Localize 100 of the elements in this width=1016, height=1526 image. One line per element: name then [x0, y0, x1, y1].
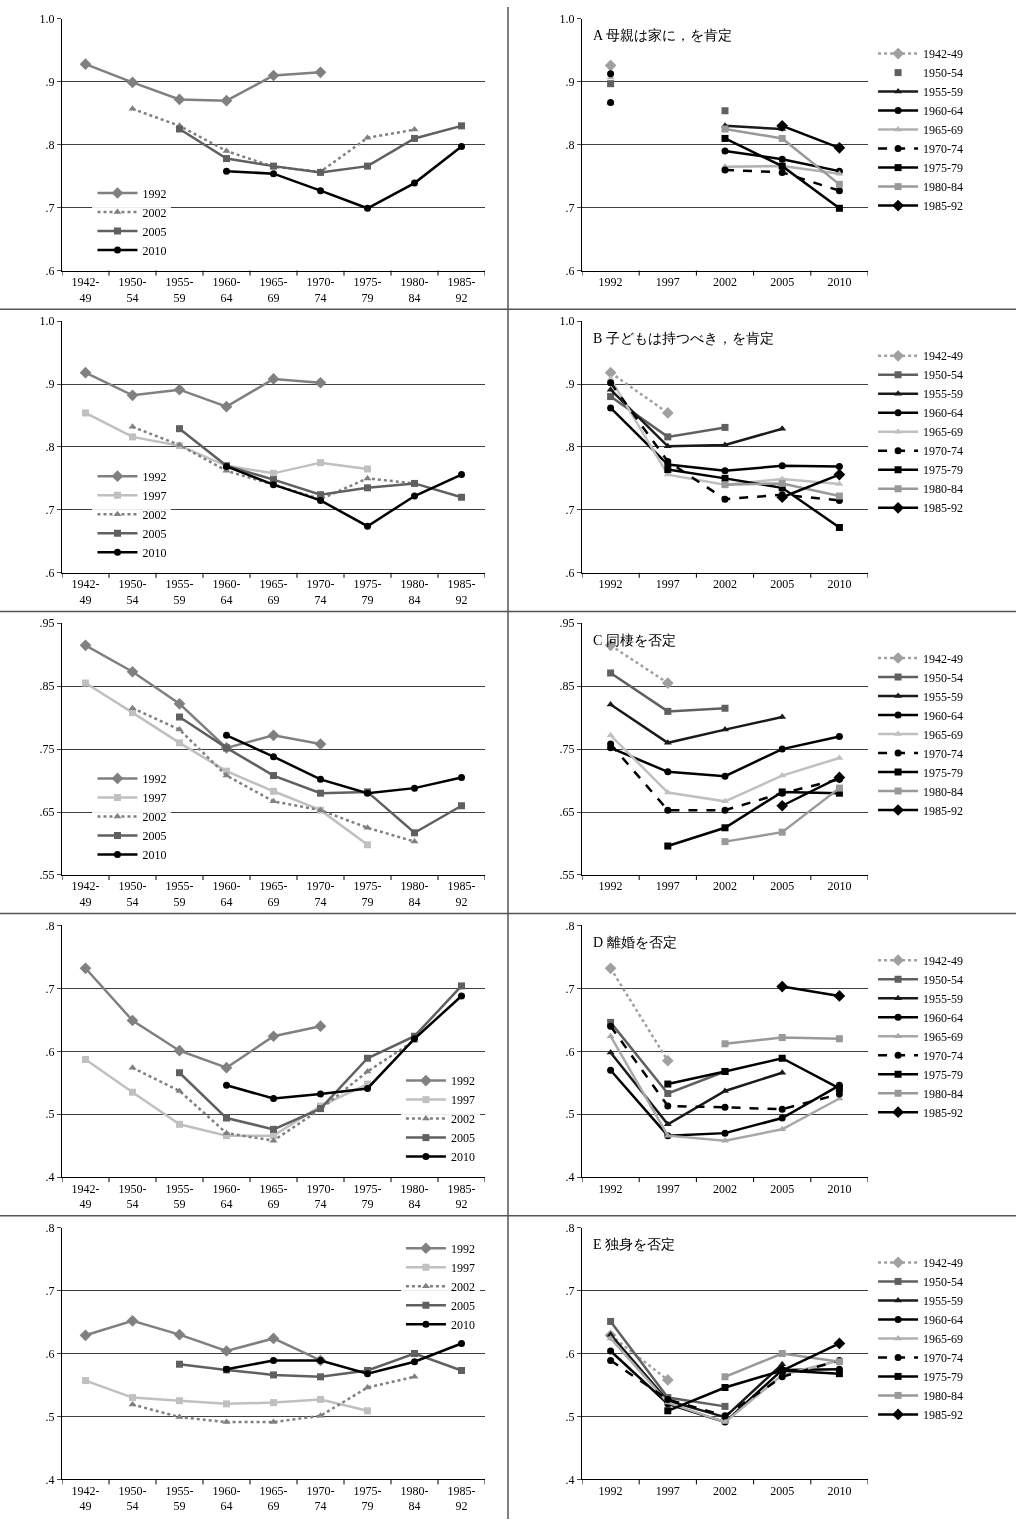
y-tick-label: .7	[45, 503, 55, 518]
y-tick-label: .7	[565, 1283, 575, 1298]
legend-label: 1997	[450, 1260, 475, 1275]
x-tick-label: 2002	[713, 577, 737, 592]
x-tick-label: 1985-92	[447, 1483, 476, 1514]
y-tick-label: .8	[45, 1220, 55, 1235]
y-tick-label: .65	[559, 805, 575, 820]
x-tick-label: 1997	[655, 879, 680, 894]
x-tick-label: 1980-84	[400, 879, 429, 909]
legend-label: 2010	[142, 243, 167, 258]
x-tick-label: 1997	[655, 1483, 680, 1498]
y-tick-label: .9	[565, 75, 575, 90]
x-tick-label: 1960-64	[212, 274, 241, 305]
legend-label: 2005	[142, 526, 167, 541]
x-tick-label: 1970-74	[306, 1181, 335, 1212]
legend-label: 1942-49	[923, 47, 964, 62]
x-tick-label: 1970-74	[306, 274, 335, 305]
y-tick-label: .5	[565, 1409, 575, 1424]
legend-label: 1985-92	[923, 1105, 964, 1120]
legend-label: 1975-79	[923, 463, 964, 478]
legend-label: 1997	[142, 488, 167, 503]
x-tick-label: 2005	[770, 1483, 795, 1498]
legend-label: 1960-64	[923, 104, 964, 119]
legend-label: 1965-69	[923, 1332, 964, 1347]
y-tick-label: .85	[39, 679, 55, 694]
x-tick-label: 2010	[827, 1181, 852, 1196]
x-tick-label: 1950-54	[118, 274, 147, 305]
y-tick-label: .8	[565, 137, 575, 152]
legend-label: 1970-74	[923, 746, 964, 761]
x-tick-label: 1955-59	[165, 1181, 194, 1212]
x-tick-label: 1960-64	[212, 1483, 241, 1514]
x-tick-label: 1965-69	[259, 274, 288, 305]
text: E 独身を否定	[593, 1237, 676, 1252]
x-tick-label: 1985-92	[447, 274, 476, 305]
legend-label: 2010	[142, 545, 167, 560]
x-tick-label: 2002	[713, 879, 737, 894]
legend-label: 1960-64	[923, 1313, 964, 1328]
y-tick-label: .9	[45, 75, 55, 90]
legend-label: 1992	[450, 1241, 475, 1256]
legend-label: 1965-69	[923, 425, 964, 440]
text: B 子どもは持つべき，を肯定	[593, 331, 774, 346]
y-tick-label: .7	[565, 503, 575, 518]
x-tick-label: 1955-59	[165, 577, 194, 607]
legend-label: 1942-49	[923, 651, 964, 666]
x-tick-label: 1955-59	[165, 1483, 194, 1514]
y-tick-label: .6	[565, 1044, 575, 1059]
x-tick-label: 1965-69	[259, 1181, 288, 1212]
x-tick-label: 2010	[827, 1483, 852, 1498]
x-tick-label: 1950-54	[118, 879, 147, 909]
x-tick-label: 1942-49	[71, 1483, 100, 1514]
y-tick-label: .6	[45, 565, 55, 580]
x-tick-label: 1955-59	[165, 879, 194, 909]
x-tick-label: 1980-84	[400, 1181, 429, 1212]
x-tick-label: 1975-79	[353, 1181, 382, 1212]
legend-label: 1985-92	[923, 199, 964, 214]
y-tick-label: .75	[39, 742, 55, 757]
legend-label: 1965-69	[923, 123, 964, 138]
x-tick-label: 1992	[598, 1181, 623, 1196]
x-tick-label: 1942-49	[71, 879, 100, 909]
x-tick-label: 1950-54	[118, 577, 147, 607]
legend-label: 1955-59	[923, 991, 964, 1006]
y-tick-label: .85	[559, 679, 575, 694]
legend-label: 1992	[450, 1074, 475, 1089]
legend-label: 1950-54	[923, 368, 964, 383]
y-tick-label: .6	[565, 263, 575, 278]
y-tick-label: .5	[45, 1107, 55, 1122]
y-tick-label: .8	[565, 440, 575, 455]
x-tick-label: 1970-74	[306, 577, 335, 607]
legend-label: 1965-69	[923, 1029, 964, 1044]
x-tick-label: 2005	[770, 1181, 795, 1196]
y-tick-label: .8	[45, 137, 55, 152]
y-tick-label: .5	[565, 1107, 575, 1122]
x-tick-label: 2002	[713, 1181, 737, 1196]
legend-label: 1955-59	[923, 85, 964, 100]
legend-label: 1960-64	[923, 708, 964, 723]
x-tick-label: 1985-92	[447, 1181, 476, 1212]
y-tick-label: .8	[565, 918, 575, 933]
legend-label: 1942-49	[923, 1256, 964, 1271]
x-tick-label: 1970-74	[306, 879, 335, 909]
text: C 同棲を否定	[593, 633, 676, 648]
y-tick-label: .7	[45, 981, 55, 996]
y-tick-label: 1.0	[39, 314, 55, 329]
legend-label: 1942-49	[923, 953, 964, 968]
y-tick-label: .4	[45, 1472, 55, 1487]
y-tick-label: .6	[45, 1346, 55, 1361]
y-tick-label: .7	[565, 981, 575, 996]
legend-label: 1950-54	[923, 670, 964, 685]
text: D 離婚を否定	[593, 935, 677, 950]
y-tick-label: .7	[45, 1283, 55, 1298]
x-tick-label: 1997	[655, 577, 680, 592]
y-tick-label: .55	[39, 868, 55, 883]
x-tick-label: 1975-79	[353, 879, 382, 909]
legend-label: 1975-79	[923, 765, 964, 780]
x-tick-label: 2002	[713, 1483, 737, 1498]
y-tick-label: 1.0	[559, 314, 575, 329]
y-tick-label: .95	[559, 616, 575, 631]
text: A 母親は家に，を肯定	[593, 28, 732, 43]
y-tick-label: .6	[565, 1346, 575, 1361]
x-tick-label: 1985-92	[447, 577, 476, 607]
x-tick-label: 2002	[713, 274, 737, 289]
